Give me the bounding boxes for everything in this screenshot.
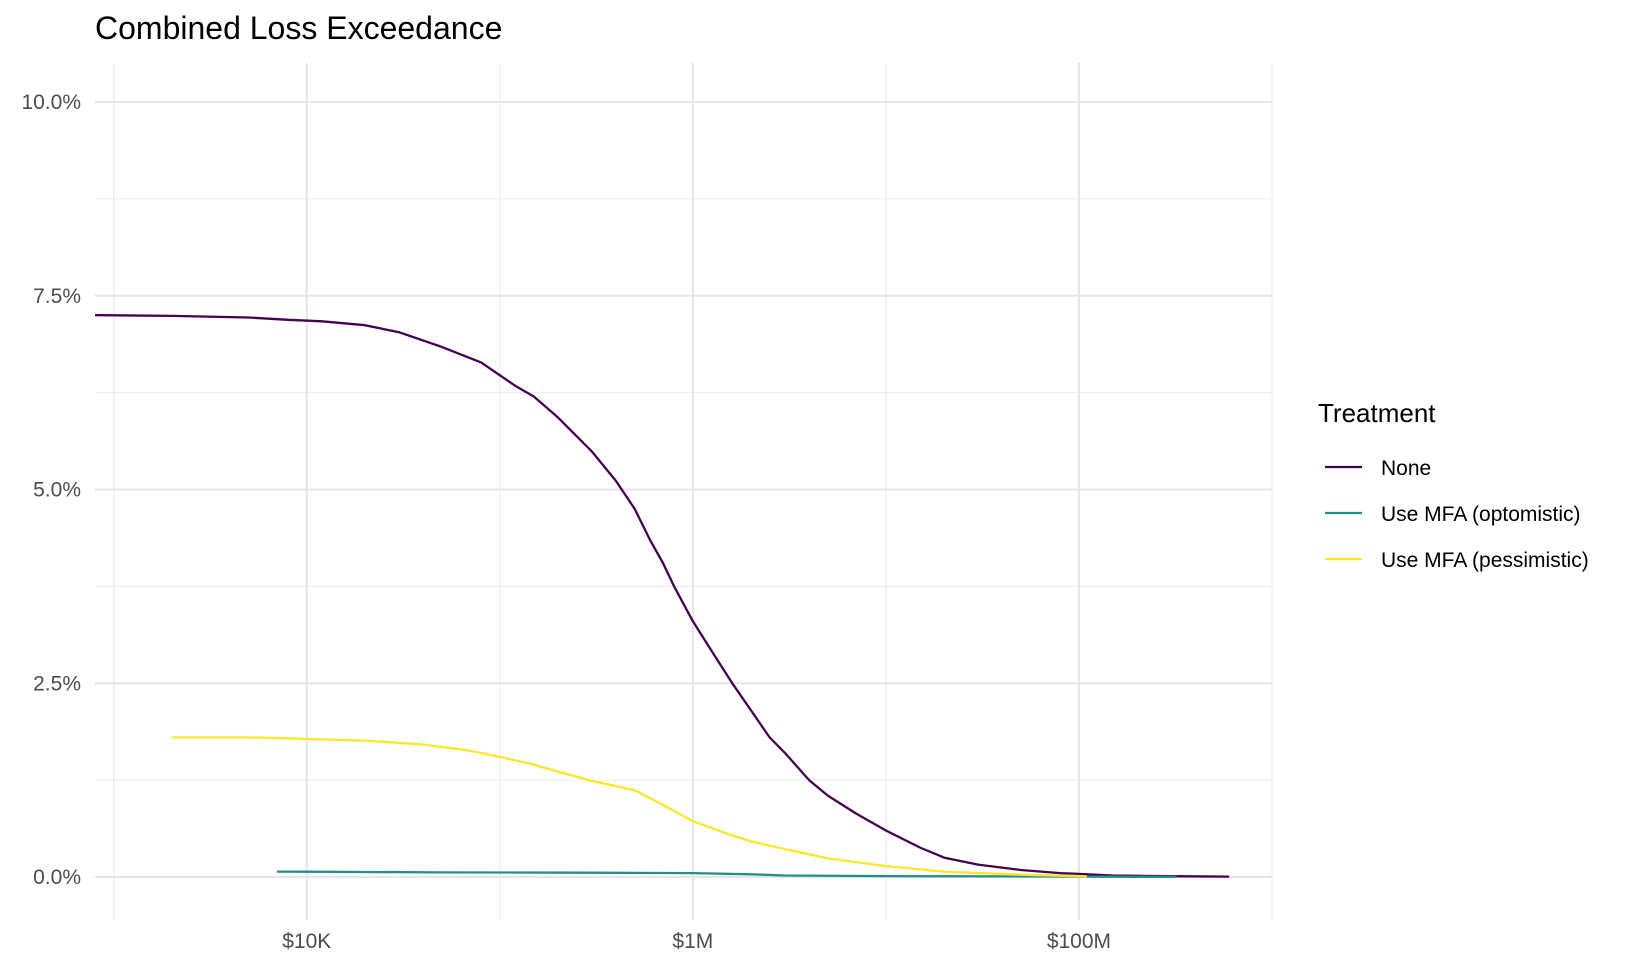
legend: Treatment None Use MFA (optomistic) Use MF…: [1318, 398, 1589, 572]
legend-items: None Use MFA (optomistic) Use MFA (pessimi…: [1325, 457, 1589, 572]
x-tick-label: $1M: [672, 930, 713, 953]
series-line-2: [276, 870, 1177, 878]
legend-label: None: [1381, 457, 1431, 480]
series-line-1: [94, 313, 1230, 878]
x-tick-label: $100M: [1047, 930, 1111, 953]
minor-gridlines: [95, 63, 1273, 920]
legend-label: Use MFA (pessimistic): [1381, 549, 1589, 572]
y-tick-label: 0.0%: [33, 866, 81, 889]
legend-label: Use MFA (optomistic): [1381, 503, 1581, 526]
x-axis-tick-labels: $10K $1M $100M: [282, 930, 1111, 953]
y-tick-label: 7.5%: [33, 285, 81, 308]
chart-title: Combined Loss Exceedance: [95, 10, 502, 46]
x-tick-label: $10K: [282, 930, 331, 953]
y-tick-label: 10.0%: [21, 91, 81, 114]
y-tick-label: 5.0%: [33, 479, 81, 502]
y-axis-tick-labels: 0.0% 2.5% 5.0% 7.5% 10.0%: [21, 91, 81, 889]
series-lines: [94, 313, 1230, 878]
y-tick-label: 2.5%: [33, 672, 81, 695]
series-line-3: [171, 736, 1087, 878]
legend-title: Treatment: [1318, 398, 1436, 428]
major-gridlines: [95, 63, 1272, 920]
